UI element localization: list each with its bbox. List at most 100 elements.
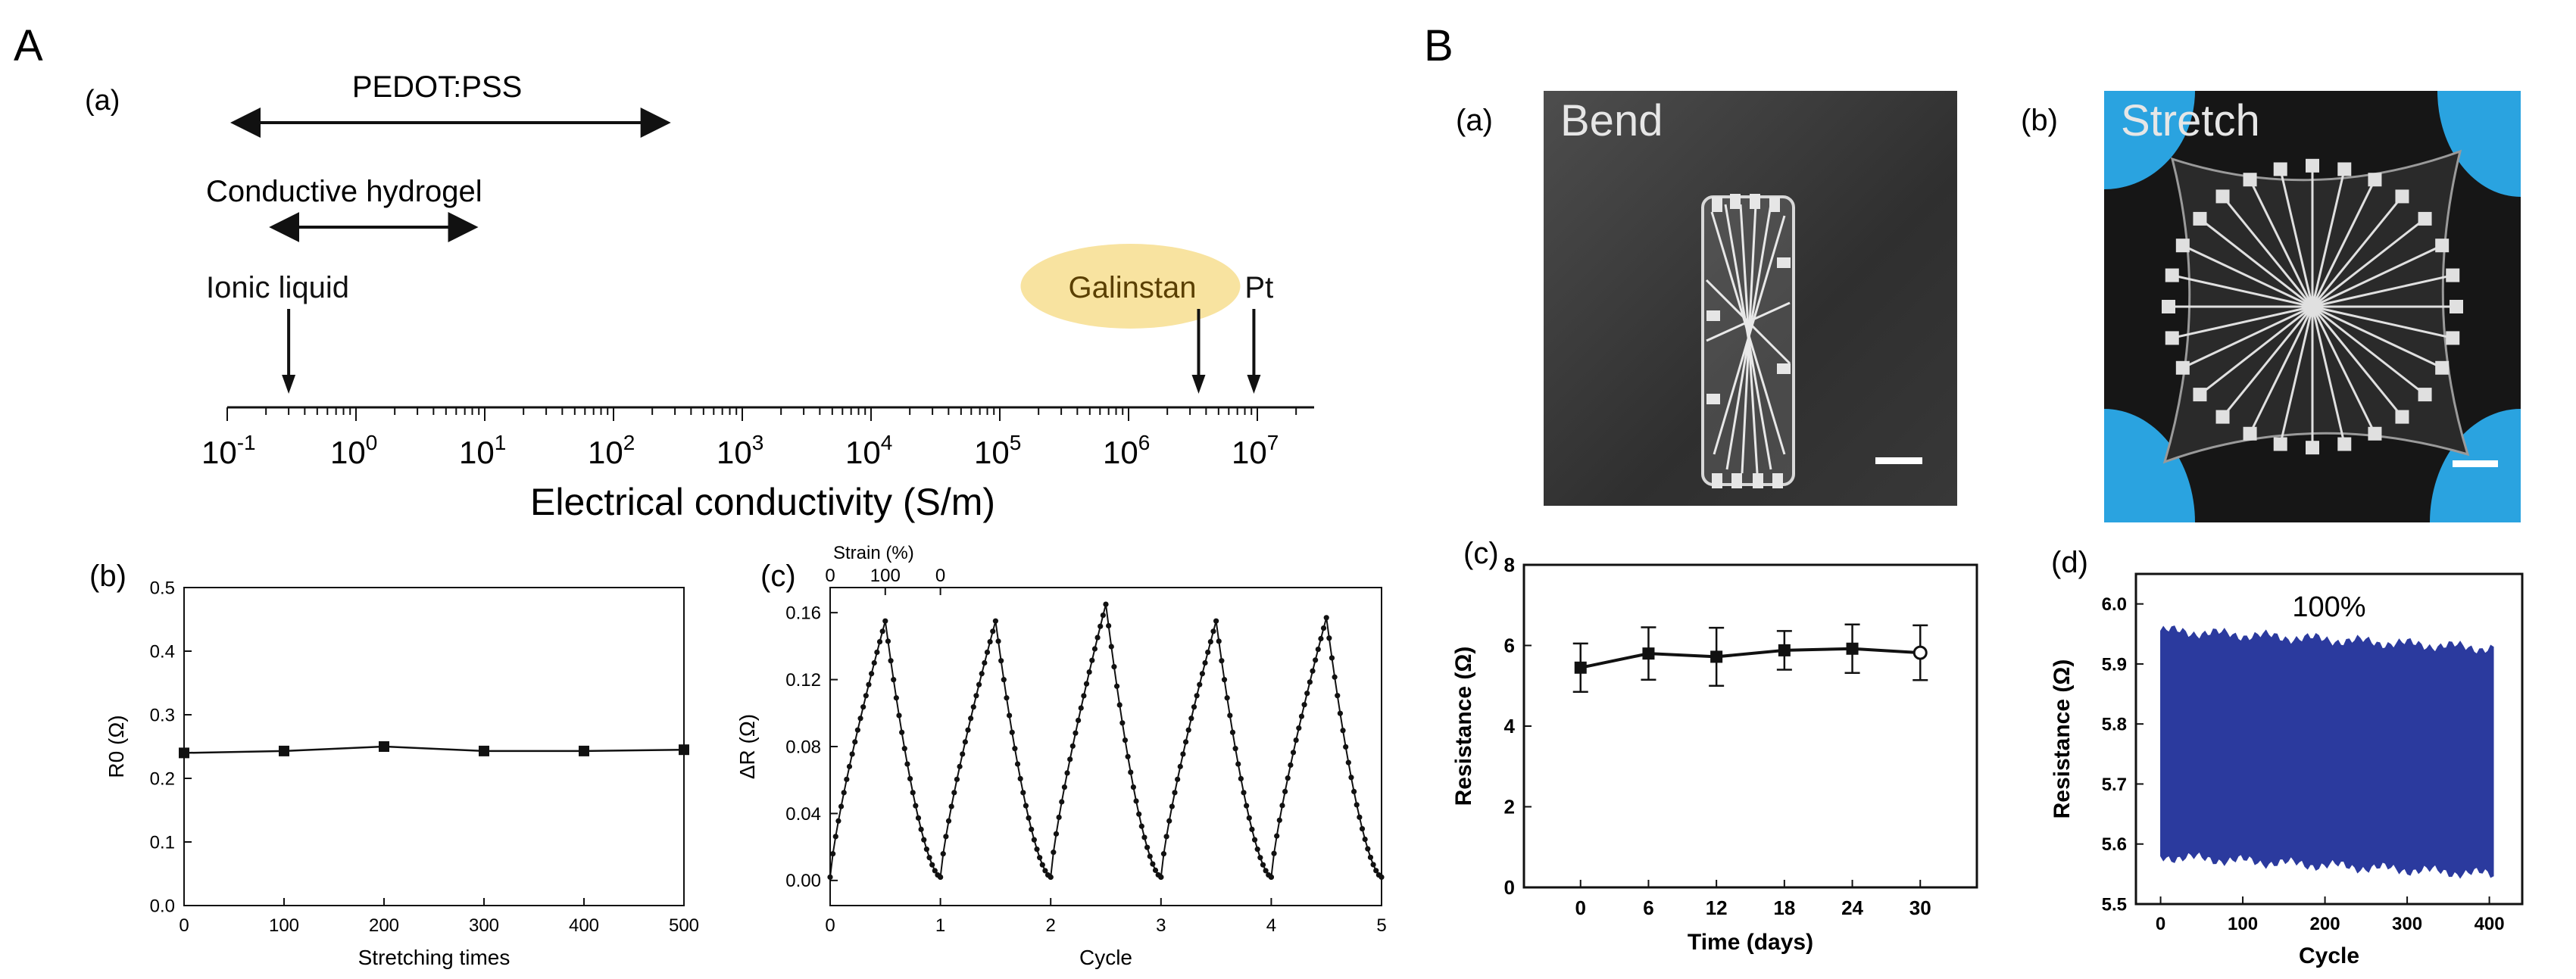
data-point (849, 751, 855, 757)
series-line (1580, 647, 1921, 669)
data-point (885, 638, 891, 644)
data-point (1229, 729, 1236, 735)
data-point (854, 727, 860, 733)
point-label: Pt (1244, 271, 1273, 304)
point-arrow-head (1191, 375, 1206, 394)
data-point (913, 803, 919, 809)
electrode-line (2182, 305, 2313, 369)
y-tick-label: 5.7 (2102, 775, 2127, 795)
panel-label-a: A (14, 21, 43, 70)
data-point (1053, 831, 1060, 837)
electrode-pad (2368, 426, 2382, 441)
data-point (1194, 693, 1200, 699)
data-point (869, 671, 875, 677)
data-point (1251, 837, 1258, 843)
data-point (1061, 784, 1067, 790)
x-tick-label: 0 (1575, 896, 1586, 919)
data-point (1370, 862, 1376, 868)
data-point (1219, 658, 1225, 664)
data-point (965, 727, 971, 733)
scale-tick-label: 106 (1103, 431, 1150, 470)
x-tick-label: 200 (369, 915, 399, 936)
data-point (995, 638, 1001, 644)
y-axis-label: R0 (Ω) (105, 715, 128, 778)
data-point (866, 681, 872, 687)
data-point (1340, 728, 1346, 734)
data-point (1227, 712, 1233, 719)
scale-bar (1875, 457, 1922, 464)
data-point (1710, 650, 1723, 663)
data-point (1301, 702, 1307, 708)
data-point (970, 704, 976, 710)
data-point (1257, 855, 1263, 861)
data-point (984, 649, 991, 656)
data-point (1354, 802, 1360, 808)
data-point (379, 741, 389, 752)
x-tick-label: 400 (569, 915, 599, 936)
data-point (832, 834, 838, 840)
chart-stretching-resistance: 0 100 200 300 400 500 0.0 0.1 0.2 0.3 0.4 0.5 Stretc… (89, 560, 699, 969)
electrode-pad (2165, 331, 2179, 345)
data-point (1125, 753, 1131, 759)
data-point (1150, 861, 1156, 867)
electrode-line (2312, 217, 2426, 308)
data-point (1056, 814, 1062, 821)
data-point (888, 658, 894, 664)
data-point (1020, 790, 1026, 796)
data-point (1221, 677, 1228, 683)
data-point (1282, 788, 1288, 794)
point-arrow-head (282, 375, 296, 394)
data-point (1031, 837, 1037, 843)
data-point (1298, 713, 1305, 719)
data-point (1144, 844, 1151, 850)
y-tick-label: 5.8 (2102, 715, 2127, 735)
data-point (1163, 834, 1169, 840)
data-point (1001, 677, 1007, 683)
x-axis-label: Stretching times (358, 946, 511, 969)
data-point (1199, 671, 1205, 677)
y-tick-label: 0.12 (785, 670, 821, 691)
data-point (957, 763, 963, 769)
data-point (1205, 649, 1211, 656)
data-point (1268, 874, 1274, 881)
electrode-pad (2395, 410, 2409, 424)
data-point (1042, 868, 1048, 874)
data-point (1138, 823, 1144, 829)
data-point (1106, 622, 1112, 629)
data-point (1091, 646, 1098, 652)
y-axis-label: Resistance (Ω) (1451, 647, 1476, 806)
data-point (1034, 846, 1040, 853)
electrode-pad (2215, 410, 2230, 424)
scale-axis-label: Electrical conductivity (S/m) (530, 481, 995, 523)
data-point (852, 739, 858, 745)
photo-sub-label-bend: (a) (1456, 104, 1493, 137)
data-point (1158, 874, 1164, 881)
electrode-line (2182, 244, 2313, 308)
scale-tick-label: 107 (1232, 431, 1279, 470)
data-point (1379, 874, 1385, 881)
data-point (1235, 761, 1241, 767)
y-tick-label: 2 (1504, 796, 1515, 818)
data-point (910, 790, 916, 796)
data-point (1373, 868, 1379, 874)
electrode-line (2249, 179, 2314, 307)
y-tick-label: 5.5 (2102, 894, 2127, 915)
electrode-pad (2243, 173, 2257, 187)
x-tick-label: 12 (1706, 896, 1728, 919)
data-point (921, 837, 927, 843)
x-tick-label: 100 (269, 915, 299, 936)
data-point (1039, 862, 1045, 868)
data-point (1202, 659, 1208, 666)
y-tick-label: 4 (1504, 715, 1516, 737)
data-point (904, 761, 910, 767)
series-line (183, 745, 685, 754)
data-point (915, 815, 922, 821)
data-point (1207, 638, 1213, 645)
top-tick-label: 0 (935, 566, 945, 586)
x-tick-label: 24 (1841, 896, 1863, 919)
data-point (951, 790, 957, 796)
data-point (279, 745, 289, 756)
data-point (1213, 618, 1219, 624)
data-point (1296, 725, 1302, 731)
data-point (1362, 836, 1368, 843)
